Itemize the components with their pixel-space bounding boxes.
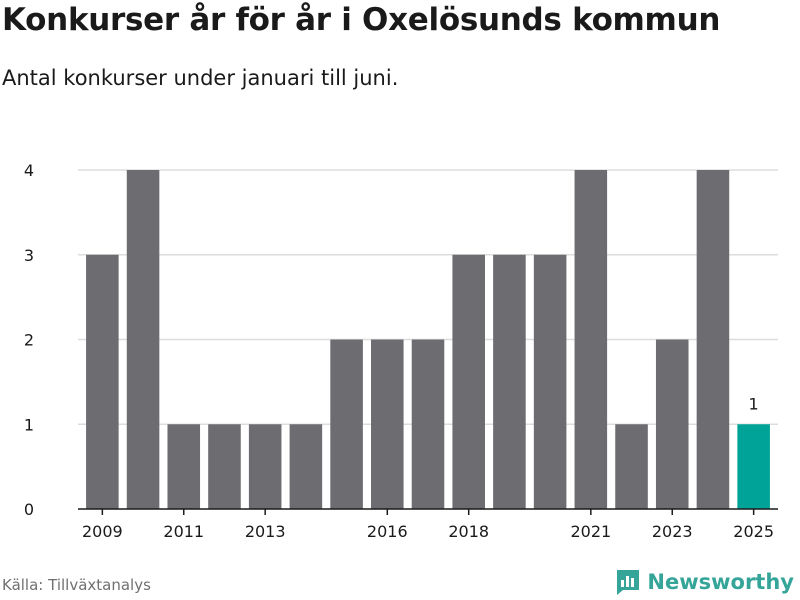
y-tick-label: 0 (24, 500, 34, 519)
x-tick-label: 2016 (367, 522, 408, 541)
x-tick-label: 2018 (448, 522, 489, 541)
axes (78, 508, 778, 515)
bar-2012[interactable] (208, 424, 241, 509)
y-tick-label: 2 (24, 331, 34, 350)
bar-chart-logo-icon (617, 570, 640, 595)
x-tick-label: 2011 (163, 522, 204, 541)
bar-2025[interactable] (737, 424, 770, 509)
bar-2014[interactable] (289, 424, 323, 509)
bar-2013[interactable] (248, 424, 282, 509)
bar-2011[interactable] (167, 424, 201, 509)
y-tick-label: 3 (24, 246, 34, 265)
x-tick-label: 2023 (652, 522, 693, 541)
source-note: Källa: Tillväxtanalys (2, 576, 151, 594)
bar-2020[interactable] (533, 254, 567, 509)
bar-2018[interactable] (452, 254, 485, 509)
y-tick-label: 1 (24, 415, 34, 434)
bar-2015[interactable] (330, 339, 363, 510)
brand-name: Newsworthy (647, 570, 794, 594)
bar-2022[interactable] (615, 424, 648, 509)
x-tick-label: 2021 (570, 522, 611, 541)
brand-logo[interactable]: Newsworthy (615, 568, 794, 596)
x-tick-label: 2009 (82, 522, 123, 541)
bars (86, 170, 770, 509)
chart-title: Konkurser år för år i Oxelösunds kommun (2, 2, 721, 38)
bar-2023[interactable] (655, 339, 689, 510)
bar-2009[interactable] (86, 254, 119, 509)
labels: 0 1 2 3 4 2009 2011 2013 2016 2018 2021 2023 2025 1 (24, 161, 774, 541)
bar-2010[interactable] (126, 170, 160, 509)
chart-subtitle: Antal konkurser under januari till juni. (2, 66, 399, 90)
bar-2016[interactable] (371, 339, 404, 510)
bar-2019[interactable] (493, 254, 526, 509)
x-tick-label: 2013 (245, 522, 286, 541)
bar-2017[interactable] (411, 339, 445, 510)
bar-2021[interactable] (574, 170, 608, 509)
y-tick-label: 4 (24, 161, 34, 180)
data-label: 1 (749, 394, 759, 413)
x-tick-label: 2025 (733, 522, 774, 541)
bar-2024[interactable] (696, 170, 730, 509)
